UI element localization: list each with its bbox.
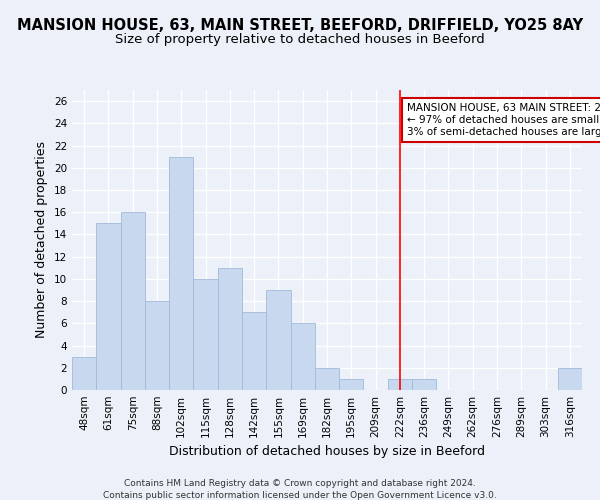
Bar: [218, 268, 242, 390]
Text: Contains HM Land Registry data © Crown copyright and database right 2024.: Contains HM Land Registry data © Crown c…: [124, 479, 476, 488]
Bar: [315, 368, 339, 390]
Text: MANSION HOUSE, 63, MAIN STREET, BEEFORD, DRIFFIELD, YO25 8AY: MANSION HOUSE, 63, MAIN STREET, BEEFORD,…: [17, 18, 583, 32]
Bar: [558, 368, 582, 390]
Bar: [412, 379, 436, 390]
Bar: [169, 156, 193, 390]
Bar: [388, 379, 412, 390]
Text: MANSION HOUSE, 63 MAIN STREET: 219sqm
← 97% of detached houses are smaller (109): MANSION HOUSE, 63 MAIN STREET: 219sqm ← …: [407, 104, 600, 136]
Bar: [72, 356, 96, 390]
Bar: [266, 290, 290, 390]
Bar: [96, 224, 121, 390]
Text: Size of property relative to detached houses in Beeford: Size of property relative to detached ho…: [115, 32, 485, 46]
Text: Contains public sector information licensed under the Open Government Licence v3: Contains public sector information licen…: [103, 491, 497, 500]
Bar: [121, 212, 145, 390]
Bar: [145, 301, 169, 390]
Bar: [242, 312, 266, 390]
Y-axis label: Number of detached properties: Number of detached properties: [35, 142, 49, 338]
Bar: [290, 324, 315, 390]
X-axis label: Distribution of detached houses by size in Beeford: Distribution of detached houses by size …: [169, 446, 485, 458]
Bar: [339, 379, 364, 390]
Bar: [193, 279, 218, 390]
